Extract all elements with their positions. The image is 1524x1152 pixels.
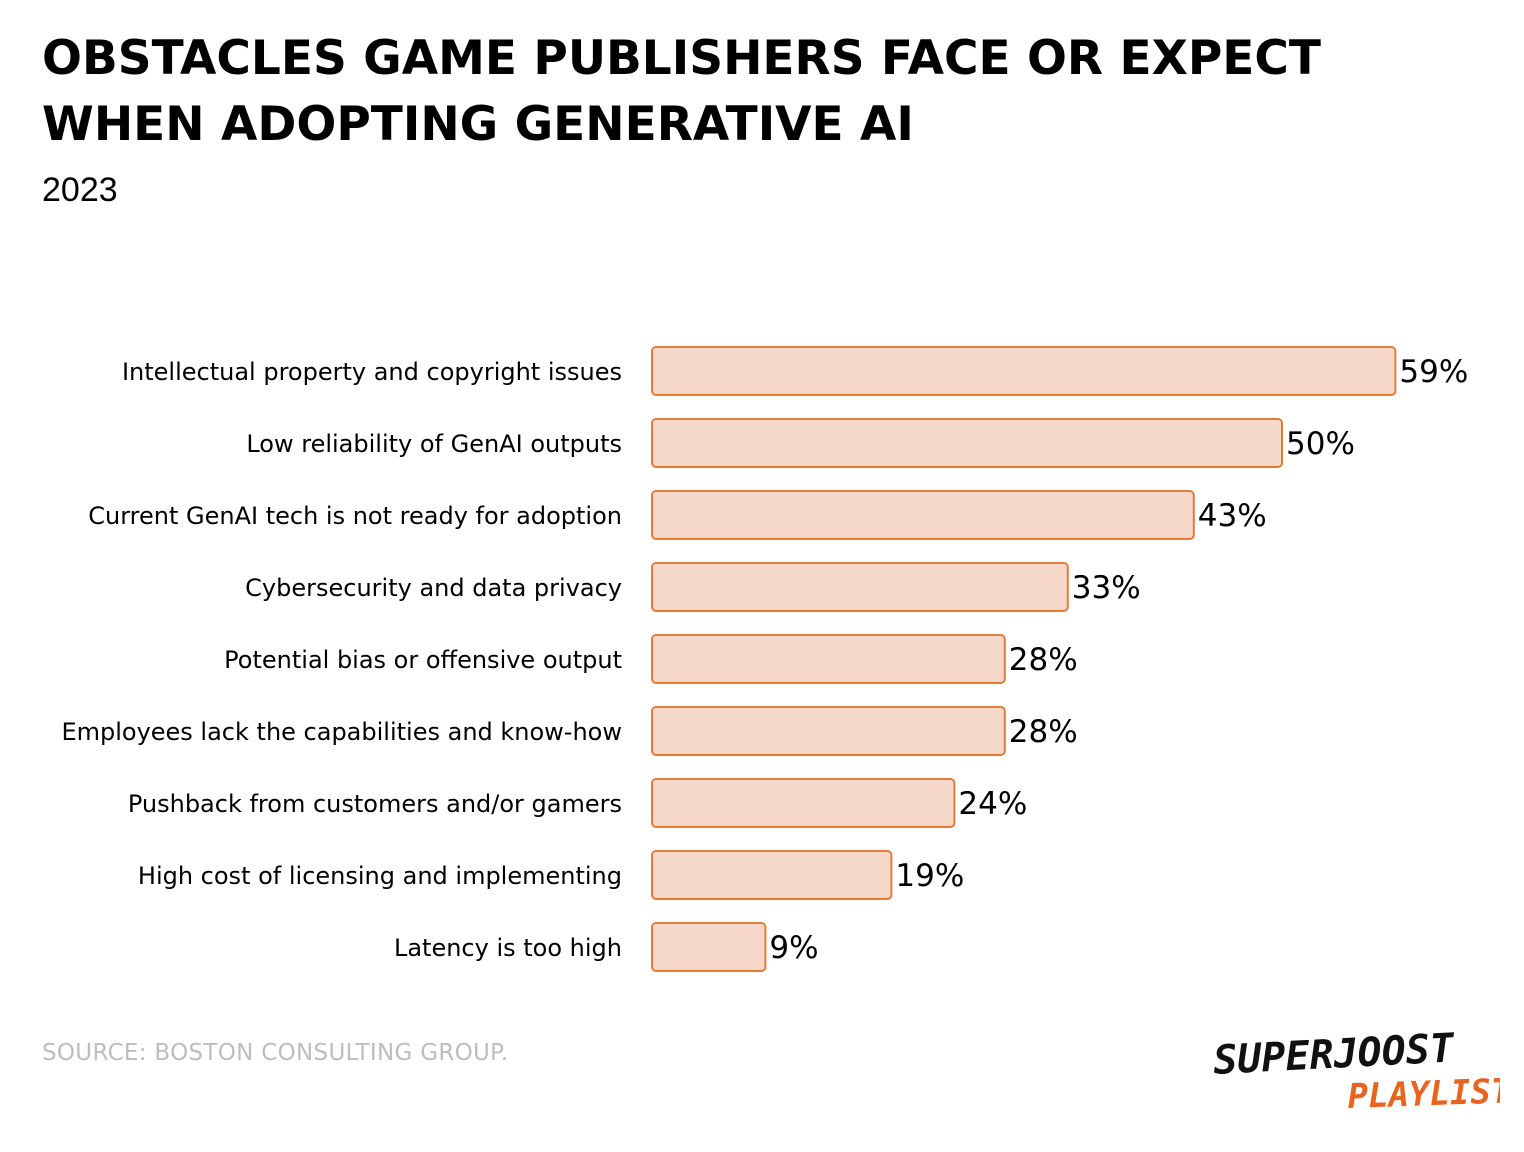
category-label: Current GenAI tech is not ready for adop… bbox=[88, 502, 622, 530]
value-label: 33% bbox=[1072, 570, 1141, 606]
category-label: High cost of licensing and implementing bbox=[138, 862, 622, 890]
category-label: Latency is too high bbox=[394, 934, 622, 962]
bar bbox=[651, 418, 1283, 468]
source-note: SOURCE: BOSTON CONSULTING GROUP. bbox=[42, 1040, 509, 1066]
bar bbox=[651, 346, 1397, 396]
value-label: 28% bbox=[1009, 714, 1078, 750]
bar bbox=[651, 634, 1006, 684]
bar-chart: Intellectual property and copyright issu… bbox=[61, 346, 1468, 972]
value-label: 19% bbox=[895, 858, 964, 894]
value-label: 59% bbox=[1399, 354, 1468, 390]
value-label: 24% bbox=[958, 786, 1027, 822]
category-label: Pushback from customers and/or gamers bbox=[128, 790, 622, 818]
category-label: Low reliability of GenAI outputs bbox=[246, 430, 622, 458]
category-label: Employees lack the capabilities and know… bbox=[61, 718, 622, 746]
category-label: Intellectual property and copyright issu… bbox=[122, 358, 622, 386]
chart-title: OBSTACLES GAME PUBLISHERS FACE OR EXPECT… bbox=[42, 31, 1321, 152]
value-label: 9% bbox=[769, 930, 818, 966]
bar bbox=[651, 706, 1006, 756]
logo-line2: PLAYLIST bbox=[1347, 1071, 1500, 1117]
value-label: 28% bbox=[1009, 642, 1078, 678]
value-label: 43% bbox=[1198, 498, 1267, 534]
superjoost-playlist-logo: SUPERJOOST PLAYLIST bbox=[1212, 1030, 1500, 1117]
chart-subtitle: 2023 bbox=[42, 171, 118, 209]
bar bbox=[651, 778, 956, 828]
bar bbox=[651, 490, 1195, 540]
category-label: Cybersecurity and data privacy bbox=[245, 574, 622, 602]
bar bbox=[651, 850, 893, 900]
bar bbox=[651, 562, 1069, 612]
category-label: Potential bias or offensive output bbox=[224, 646, 622, 674]
bar bbox=[651, 922, 767, 972]
value-label: 50% bbox=[1286, 426, 1355, 462]
